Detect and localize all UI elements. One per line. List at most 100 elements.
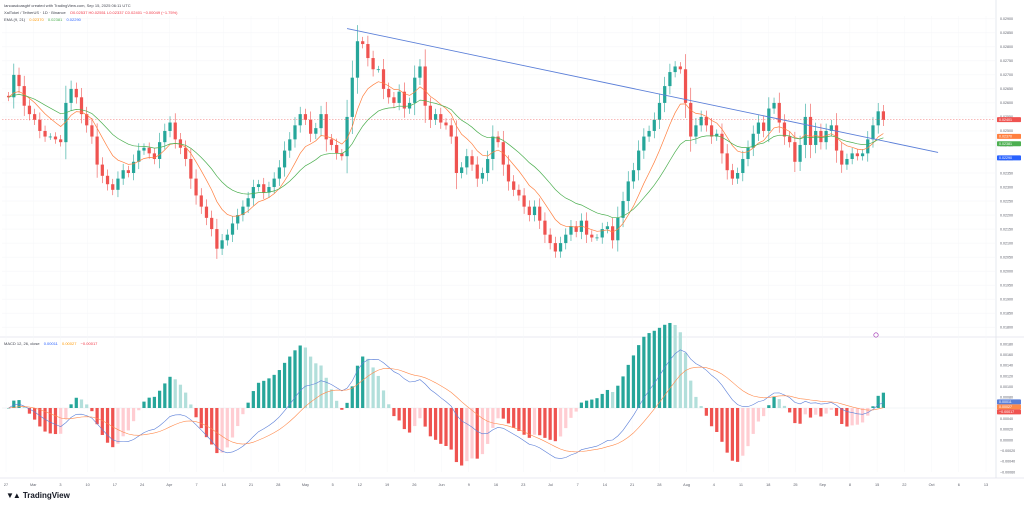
- macd-histogram-bar: [595, 398, 598, 408]
- macd-histogram-bar: [731, 408, 734, 461]
- ema-value-2: 0.02381: [48, 17, 62, 22]
- time-tick-label: Mar: [30, 483, 37, 487]
- candle-body: [710, 125, 713, 136]
- time-tick-label: 6: [958, 483, 960, 487]
- candle-body: [351, 78, 354, 117]
- price-tick-label: 0.02900: [1000, 17, 1013, 21]
- price-label-text: 0.02401: [999, 118, 1012, 122]
- macd-histogram-bar: [392, 408, 395, 416]
- candle-body: [746, 148, 749, 159]
- candle-body: [804, 117, 807, 145]
- macd-histogram-bar: [788, 408, 791, 412]
- candle-body: [856, 153, 859, 156]
- time-tick-label: 23: [521, 483, 525, 487]
- time-tick-label: 25: [793, 483, 797, 487]
- candle-body: [200, 195, 203, 206]
- price-tick-label: 0.01900: [1000, 297, 1013, 301]
- candle-body: [220, 240, 223, 248]
- price-tick-label: 0.02850: [1000, 31, 1013, 35]
- candle-body: [43, 131, 46, 137]
- macd-histogram-bar: [377, 376, 380, 408]
- macd-histogram-bar: [481, 408, 484, 454]
- time-tick-label: 7: [195, 483, 197, 487]
- published-text: Ianoasdoasgbf created with TradingView.c…: [4, 3, 131, 8]
- candle-body: [637, 151, 640, 171]
- macd-histogram-bar: [54, 408, 57, 434]
- macd-histogram-bar: [210, 408, 213, 444]
- macd-tick-label: −0.00060: [1000, 470, 1015, 474]
- candle-body: [590, 235, 593, 238]
- time-tick-label: 14: [222, 483, 226, 487]
- time-tick-label: 28: [657, 483, 661, 487]
- macd-histogram-bar: [465, 408, 468, 461]
- macd-histogram-bar: [444, 408, 447, 446]
- macd-histogram-bar: [205, 408, 208, 437]
- price-tick-label: 0.02700: [1000, 73, 1013, 77]
- time-tick-label: 28: [276, 483, 280, 487]
- candle-body: [460, 167, 463, 173]
- macd-histogram-bar: [470, 408, 473, 458]
- macd-histogram-bar: [814, 408, 817, 415]
- macd-histogram-bar: [38, 408, 41, 426]
- candle-body: [163, 131, 166, 142]
- macd-histogram-bar: [142, 402, 145, 408]
- candle-body: [444, 123, 447, 126]
- candle-body: [54, 137, 57, 140]
- macd-tick-label: 0.00120: [1000, 374, 1013, 378]
- candle-body: [793, 142, 796, 162]
- macd-histogram-bar: [528, 408, 531, 438]
- time-tick-label: 7: [577, 483, 579, 487]
- macd-histogram-bar: [762, 408, 765, 416]
- candle-body: [371, 58, 374, 69]
- macd-label: MACD 12, 26, close: [4, 341, 40, 346]
- macd-histogram-bar: [632, 355, 635, 408]
- candle-body: [632, 170, 635, 181]
- macd-histogram-bar: [616, 386, 619, 408]
- candle-body: [127, 170, 130, 173]
- macd-histogram-bar: [460, 408, 463, 466]
- macd-histogram-bar: [778, 399, 781, 408]
- candle-body: [866, 139, 869, 153]
- candle-body: [439, 114, 442, 122]
- candle-body: [554, 243, 557, 251]
- candle-body: [840, 151, 843, 165]
- candle-body: [101, 165, 104, 176]
- macd-tick-label: −0.00020: [1000, 449, 1015, 453]
- price-label-text: 0.02381: [999, 142, 1012, 146]
- candle-body: [700, 117, 703, 125]
- macd-histogram-bar: [502, 408, 505, 419]
- candle-body: [741, 159, 744, 173]
- macd-histogram-bar: [783, 406, 786, 408]
- macd-histogram-bar: [517, 408, 520, 431]
- candle-body: [611, 226, 614, 240]
- price-tick-label: 0.02100: [1000, 241, 1013, 245]
- macd-histogram-bar: [288, 357, 291, 408]
- time-tick-label: 12: [358, 483, 362, 487]
- candle-body: [293, 125, 296, 139]
- price-tick-label: 0.02300: [1000, 185, 1013, 189]
- macd-histogram-bar: [606, 390, 609, 408]
- macd-histogram-bar: [231, 408, 234, 438]
- candle-body: [387, 89, 390, 97]
- time-tick-label: 18: [766, 483, 770, 487]
- macd-histogram-bar: [304, 348, 307, 408]
- macd-histogram-bar: [137, 408, 140, 410]
- macd-histogram-bar: [434, 408, 437, 440]
- macd-histogram-bar: [804, 408, 807, 414]
- macd-histogram-bar: [351, 386, 354, 408]
- candle-body: [507, 165, 510, 182]
- macd-histogram-bar: [861, 408, 864, 422]
- macd-histogram-bar: [330, 389, 333, 408]
- candle-body: [80, 97, 83, 114]
- candle-body: [90, 125, 93, 136]
- candle-body: [226, 235, 229, 241]
- macd-histogram-bar: [96, 408, 99, 424]
- macd-histogram-bar: [871, 406, 874, 408]
- macd-histogram-bar: [710, 408, 713, 426]
- time-tick-label: Jun: [438, 483, 444, 487]
- macd-histogram-bar: [424, 408, 427, 427]
- candle-body: [647, 131, 650, 137]
- price-tick-label: 0.02250: [1000, 199, 1013, 203]
- time-tick-label: Jul: [548, 483, 553, 487]
